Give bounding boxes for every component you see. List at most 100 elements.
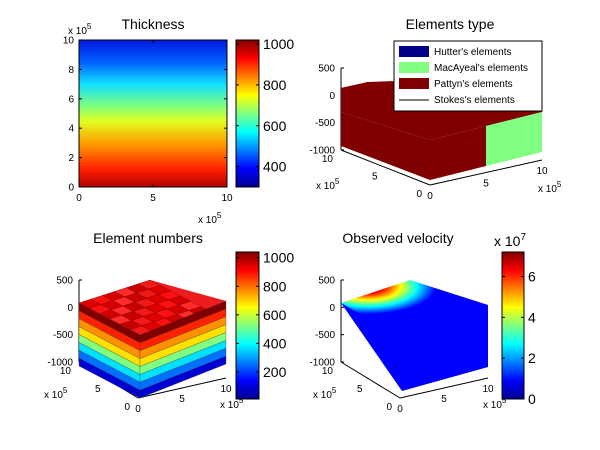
thickness-colorbar-tick-label: 800 [263, 77, 287, 93]
velocity-colorbar [502, 252, 524, 399]
velocity-colorbar-tick-label: 6 [528, 269, 536, 285]
velocity-colorbar-tick-label: 0 [528, 391, 536, 407]
thickness-title: Thickness [121, 16, 184, 32]
thickness-y-ticks: 0 2 4 6 8 10 [63, 36, 227, 194]
legend-label: Stokes's elements [434, 95, 515, 106]
elements-type-z-ticks: 500 0 -500 -1000 [309, 64, 344, 157]
thickness-colorbar-tick-label: 400 [263, 159, 287, 175]
velocity-x-ticks: 0 5 10 [397, 384, 494, 415]
et-x-tick-label: 0 [427, 191, 433, 202]
element-numbers-colorbar-ticks: 200 400 600 800 1000 [236, 250, 294, 380]
pattyn-front-face [341, 112, 430, 180]
element-numbers-y-ticks: 0 5 10 [60, 366, 131, 413]
thickness-y-tick-label: 4 [68, 124, 74, 135]
legend-swatch [399, 62, 429, 73]
legend-items: Hutter's elements MacAyeal's elements Patt… [399, 46, 528, 106]
et-z-tick-label: -500 [315, 118, 335, 129]
velocity-x-exponent: x 105 [483, 396, 507, 411]
element-numbers-title: Element numbers [93, 230, 203, 246]
en-y-tick-label: 10 [60, 366, 72, 377]
velocity-colorbar-box [501, 251, 525, 400]
element-numbers-colorbar-tick-label: 1000 [263, 250, 294, 266]
elements-type-x-ticks: 0 5 10 [427, 166, 548, 202]
thickness-y-tick-label: 8 [68, 65, 74, 76]
velocity-colorbar-tick-label: 4 [528, 309, 536, 325]
en-z-tick-label: -500 [53, 330, 73, 341]
et-x-tick-label: 5 [483, 179, 489, 190]
panel-observed-velocity: Observed velocity 500 0 -500 -1000 0 5 10 0 5 1… [309, 230, 536, 415]
legend-label: Hutter's elements [434, 47, 512, 58]
thickness-y-tick-label: 2 [68, 153, 74, 164]
legend-swatch [399, 46, 429, 57]
velocity-y-axis [340, 361, 401, 399]
observed-velocity-title: Observed velocity [342, 230, 453, 246]
velocity-colorbar-exponent: x 107 [494, 232, 526, 249]
en-x-tick-label: 10 [220, 384, 232, 395]
element-numbers-colorbar-tick-label: 600 [263, 307, 287, 323]
ov-x-tick-label: 5 [441, 394, 447, 405]
et-z-tick-label: -1000 [309, 146, 335, 157]
et-z-tick-label: 500 [318, 64, 335, 75]
ov-x-tick-label: 10 [482, 384, 494, 395]
velocity-colorbar-tick-label: 2 [528, 350, 536, 366]
element-numbers-layers [78, 300, 227, 399]
thickness-x-tick-label: 10 [221, 193, 233, 204]
thickness-colorbar-tick-label: 1000 [263, 36, 294, 52]
velocity-x-axis [399, 377, 489, 399]
elements-type-y-exponent: x 105 [316, 177, 340, 192]
elements-type-title: Elements type [406, 16, 495, 32]
ov-z-tick-label: -1000 [309, 358, 335, 369]
velocity-z-ticks: 500 0 -500 -1000 [309, 276, 344, 369]
velocity-colorbar-ticks: 0 2 4 6 [502, 269, 536, 407]
en-x-tick-label: 5 [179, 394, 185, 405]
legend-label: Pattyn's elements [434, 79, 513, 90]
ov-y-tick-label: 5 [357, 384, 363, 395]
elements-type-y-ticks: 0 5 10 [322, 154, 423, 200]
thickness-x-tick-label: 0 [76, 193, 82, 204]
ov-x-tick-label: 0 [397, 404, 403, 415]
panel-thickness: Thickness 0 2 4 6 8 10 0 5 10 x 105 x 105 400 60… [63, 16, 294, 226]
thickness-colorbar-tick-label: 600 [263, 118, 287, 134]
ov-z-tick-label: 500 [318, 276, 335, 287]
element-numbers-colorbar-tick-label: 400 [263, 335, 287, 351]
thickness-colorbar [236, 40, 259, 187]
thickness-x-exponent: x 105 [198, 211, 222, 226]
en-z-tick-label: 0 [67, 303, 73, 314]
velocity-side-faces [341, 303, 488, 391]
element-numbers-x-ticks: 0 5 10 [135, 384, 232, 415]
ov-y-tick-label: 10 [322, 366, 334, 377]
ov-z-tick-label: -500 [315, 330, 335, 341]
et-y-tick-label: 10 [322, 154, 334, 165]
en-x-tick-label: 0 [135, 404, 141, 415]
en-z-tick-label: 500 [56, 276, 73, 287]
thickness-y-tick-label: 10 [63, 36, 75, 47]
et-x-tick-label: 10 [536, 166, 548, 177]
en-z-tick-label: -1000 [47, 358, 73, 369]
element-numbers-z-ticks: 500 0 -500 -1000 [47, 276, 82, 369]
element-numbers-x-axis [137, 377, 227, 399]
element-numbers-colorbar-tick-label: 200 [263, 364, 287, 380]
macayeal-side-face [486, 112, 542, 166]
legend-label: MacAyeal's elements [434, 63, 528, 74]
elements-type-x-exponent: x 105 [538, 180, 562, 195]
thickness-y-tick-label: 0 [68, 183, 74, 194]
element-numbers-colorbar [236, 252, 259, 399]
thickness-colorbar-box [235, 39, 260, 188]
ov-y-tick-label: 0 [386, 402, 392, 413]
legend-swatch [399, 78, 429, 89]
thickness-x-tick-label: 5 [150, 193, 156, 204]
en-y-tick-label: 5 [95, 384, 101, 395]
elements-type-y-axis [340, 149, 431, 186]
en-y-tick-label: 0 [124, 402, 130, 413]
element-numbers-right-layer [139, 355, 227, 399]
et-y-tick-label: 0 [416, 189, 422, 200]
element-numbers-colorbar-box [235, 251, 260, 400]
elements-type-x-axis [429, 159, 543, 186]
thickness-y-tick-label: 6 [68, 94, 74, 105]
elements-type-legend: Hutter's elements MacAyeal's elements Patt… [393, 40, 543, 112]
thickness-colorbar-ticks: 400 600 800 1000 [236, 36, 294, 175]
et-y-tick-label: 5 [372, 172, 378, 183]
pattyn-side-face [430, 126, 486, 180]
